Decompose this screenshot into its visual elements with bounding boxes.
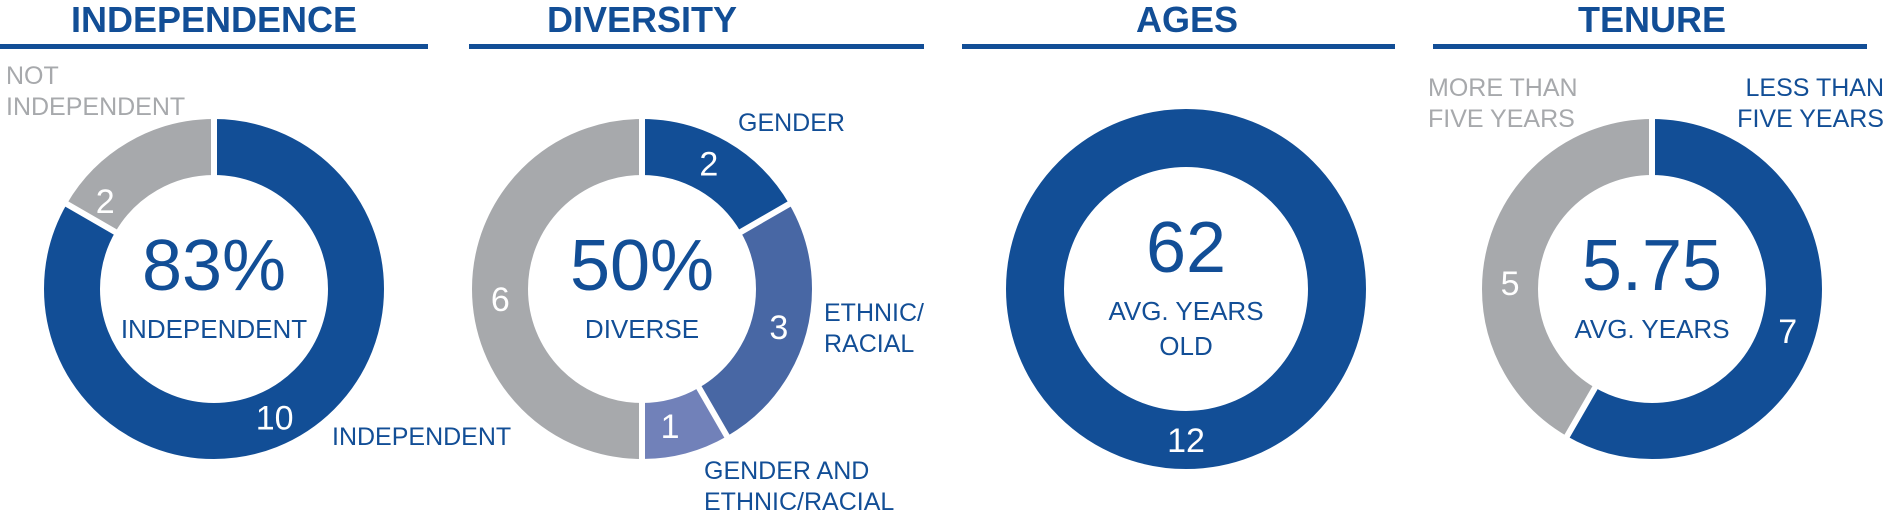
slice-value-less-than-five-years: 7 [1778, 313, 1797, 351]
slice-separator [737, 200, 793, 236]
title-rule [1433, 44, 1867, 49]
center-label: AVG. YEARS [1108, 296, 1263, 326]
slice-value-gender: 2 [699, 146, 718, 184]
slice-label-not-independent: NOT [6, 62, 59, 90]
slice-value-directors: 12 [1167, 422, 1205, 460]
slice-label-independent: INDEPENDENT [332, 423, 511, 451]
slice-value-not-diverse: 6 [491, 281, 510, 319]
chart-ages: AGES 12 62 AVG. YEARS OLD [962, 0, 1395, 469]
slice-label-gender-and-ethnic-racial: ETHNIC/RACIAL [704, 488, 894, 516]
chart-diversity: DIVERSITY 2 3 1 6 GENDER ETHNIC/RACIAL GENDER A… [469, 0, 924, 516]
slice-value-not-independent: 2 [96, 183, 115, 221]
slice-separator [695, 384, 731, 440]
slice-separator [1563, 384, 1599, 440]
center-value: 83% [142, 226, 286, 306]
slice-label-less-than-five-years: LESS THAN [1746, 74, 1884, 102]
title-rule [469, 44, 924, 49]
chart-title: DIVERSITY [547, 0, 737, 40]
center-label: DIVERSE [585, 314, 699, 344]
slice-value-more-than-five-years: 5 [1501, 265, 1520, 303]
slice-ethnic-racial [472, 119, 812, 459]
slice-label-more-than-five-years: FIVE YEARS [1428, 105, 1575, 133]
center-label: OLD [1159, 331, 1212, 361]
title-rule [0, 44, 428, 49]
slice-label-less-than-five-years: FIVE YEARS [1737, 105, 1884, 133]
center-value: 5.75 [1582, 226, 1722, 306]
slice-label-ethnic-racial: RACIAL [824, 330, 914, 358]
chart-title: TENURE [1578, 0, 1726, 40]
chart-title: AGES [1136, 0, 1238, 40]
center-value: 62 [1146, 208, 1226, 288]
slice-separator [63, 200, 119, 236]
title-rule [962, 44, 1395, 49]
center-label: INDEPENDENT [121, 314, 307, 344]
slice-label-gender: GENDER [738, 109, 845, 137]
chart-title: INDEPENDENCE [71, 0, 357, 40]
slice-label-more-than-five-years: MORE THAN [1428, 74, 1578, 102]
slice-label-gender-and-ethnic-racial: GENDER AND [704, 457, 869, 485]
center-label: AVG. YEARS [1574, 314, 1729, 344]
slice-value-independent: 10 [256, 399, 294, 437]
slice-label-not-independent: INDEPENDENT [6, 93, 185, 121]
center-value: 50% [570, 226, 714, 306]
chart-independence: INDEPENDENCE 10 2 INDEPENDENT NOT INDEPENDENT… [0, 0, 511, 459]
slice-directors [1006, 109, 1366, 469]
slice-value-gender-and-ethnic-racial: 1 [661, 408, 680, 446]
slice-label-ethnic-racial: ETHNIC/ [824, 299, 924, 327]
chart-tenure: TENURE 7 5 LESS THAN FIVE YEARS MORE THAN FIVE… [1428, 0, 1884, 459]
slice-value-ethnic-racial: 3 [769, 309, 788, 347]
